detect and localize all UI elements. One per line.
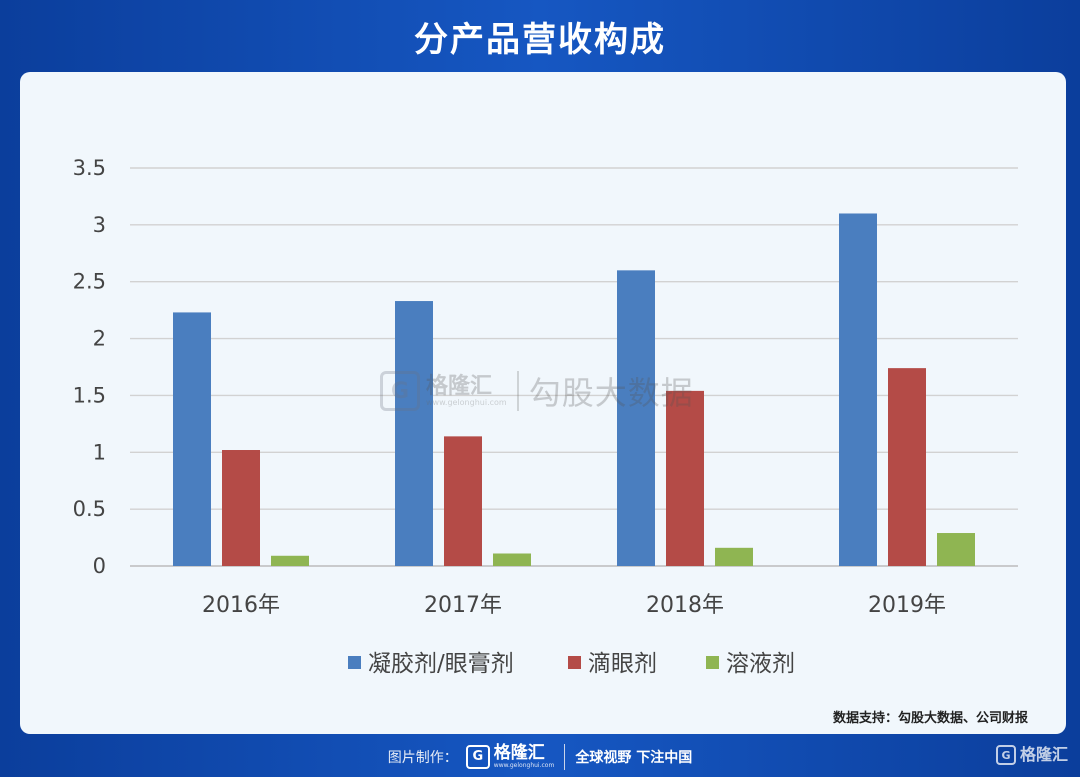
y-tick-label: 0.5 [73,497,106,521]
page-title: 分产品营收构成 [414,19,666,60]
corner-logo-icon: G [995,745,1016,765]
x-tick-label: 2019年 [868,593,946,618]
bar-1-0 [395,301,433,566]
corner-brand: 格隆汇 [1019,745,1068,764]
footer-slogan: 全球视野 下注中国 [575,749,693,766]
footer-brand: 格隆汇 [493,742,545,763]
watermark: G 格隆汇 www.gelonghui.com 勾股大数据 [380,368,694,414]
footer-divider [564,743,566,770]
watermark-divider [516,371,519,411]
bar-0-2 [271,555,309,566]
x-tick-label: 2017年 [424,593,502,618]
watermark-brand: 格隆汇 [426,373,493,399]
y-tick-label: 0 [93,554,106,578]
bar-2-1 [666,390,704,566]
legend-label: 滴眼剂 [588,651,657,677]
source-note: 数据支持：勾股大数据、公司财报 [832,711,1028,726]
bar-2-0 [617,270,655,566]
footer-brand-url: www.gelonghui.com [493,761,555,769]
bar-0-1 [222,450,260,566]
x-tick-label: 2018年 [646,593,724,618]
legend-swatch [706,656,719,669]
header-banner: 分产品营收构成 [0,0,1080,72]
y-tick-label: 3 [93,213,106,237]
bar-0-0 [173,312,211,566]
legend-label: 凝胶剂/眼膏剂 [368,651,514,677]
bar-chart: 0 0.5 1 1.5 2 2.5 3 3.5 2016年 2017年 2018年 2019年 凝胶… [73,156,1018,677]
footer-logo: G 格隆汇 www.gelonghui.com [465,742,555,769]
legend-swatch [348,656,361,669]
bar-3-1 [888,368,926,566]
chart-card: 0 0.5 1 1.5 2 2.5 3 3.5 2016年 2017年 2018年 2019年 凝胶… [20,72,1066,734]
watermark-url: www.gelonghui.com [426,397,507,407]
footer-credit-label: 图片制作： [387,749,458,766]
bar-3-0 [839,213,877,566]
watermark-logo-icon: G [380,371,420,411]
y-tick-label: 2.5 [73,270,106,294]
watermark-text: 勾股大数据 [528,374,694,412]
bar-3-2 [937,533,975,566]
bar-1-1 [444,436,482,566]
legend-label: 溶液剂 [726,651,795,677]
y-tick-label: 1 [93,440,106,464]
bar-2-2 [715,547,753,566]
bar-1-2 [493,553,531,566]
x-tick-label: 2016年 [202,593,280,618]
footer-logo-icon: G [465,744,490,769]
corner-logo: G 格隆汇 [995,745,1068,765]
y-tick-label: 1.5 [73,383,106,407]
y-tick-label: 3.5 [73,156,106,180]
legend-swatch [568,656,581,669]
footer: 图片制作： G 格隆汇 www.gelonghui.com 全球视野 下注中国 [0,736,1080,777]
y-tick-label: 2 [93,327,106,351]
